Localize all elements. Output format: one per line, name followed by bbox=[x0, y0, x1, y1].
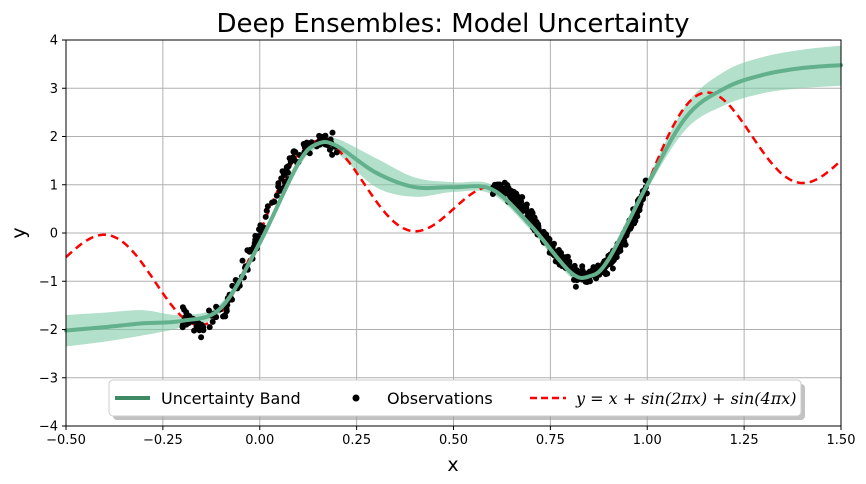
observation-point bbox=[262, 213, 269, 220]
legend-obs-swatch bbox=[352, 394, 360, 402]
y-tick-label: 1 bbox=[50, 178, 58, 193]
y-tick-label: −4 bbox=[39, 420, 58, 435]
y-tick-label: 3 bbox=[50, 82, 58, 97]
x-tick-label: 1.25 bbox=[730, 433, 759, 448]
observation-point bbox=[181, 306, 188, 313]
x-tick-label: 1.50 bbox=[827, 433, 856, 448]
observation-point bbox=[579, 263, 586, 270]
observation-point bbox=[584, 279, 590, 285]
legend-box bbox=[108, 379, 802, 417]
y-tick-label: 0 bbox=[50, 227, 58, 242]
observation-point bbox=[496, 181, 503, 188]
x-tick-label: −0.25 bbox=[143, 433, 183, 448]
observation-point bbox=[522, 205, 529, 212]
observation-point bbox=[610, 257, 617, 264]
observation-point bbox=[615, 248, 622, 255]
observation-point bbox=[206, 324, 213, 331]
observation-point bbox=[273, 192, 280, 199]
observation-point bbox=[198, 334, 205, 341]
legend-obs-label: Observations bbox=[387, 389, 493, 408]
observation-point bbox=[558, 249, 564, 256]
observation-point bbox=[326, 146, 333, 153]
observation-point bbox=[191, 327, 198, 334]
mean-line bbox=[64, 63, 843, 333]
y-tick-label: 2 bbox=[50, 130, 58, 145]
observation-point bbox=[183, 311, 190, 318]
observation-point bbox=[196, 327, 203, 334]
ensemble-mean bbox=[64, 63, 843, 333]
observation-point bbox=[501, 179, 508, 186]
observation-point bbox=[545, 235, 552, 242]
observation-point bbox=[519, 194, 526, 201]
observation-point bbox=[179, 324, 186, 331]
observation-point bbox=[528, 208, 535, 214]
observation-point bbox=[209, 318, 216, 325]
x-tick-label: −0.50 bbox=[46, 433, 86, 448]
x-tick-label: 0.25 bbox=[342, 433, 371, 448]
observation-point bbox=[333, 149, 340, 156]
observation-point bbox=[566, 259, 573, 266]
observation-point bbox=[263, 207, 270, 214]
y-tick-label: −3 bbox=[39, 371, 58, 386]
observation-point bbox=[292, 149, 299, 155]
observation-point bbox=[281, 171, 288, 178]
observation-point bbox=[301, 141, 307, 148]
observation-point bbox=[609, 265, 616, 272]
observation-point bbox=[285, 163, 292, 169]
legend: Uncertainty Band Observations y = x + si… bbox=[108, 379, 805, 420]
observations bbox=[179, 129, 651, 341]
x-tick-label: 0.50 bbox=[439, 433, 468, 448]
observation-point bbox=[572, 283, 579, 290]
observation-point bbox=[206, 307, 212, 314]
observation-point bbox=[271, 198, 278, 205]
observation-point bbox=[578, 268, 585, 275]
observation-point bbox=[277, 185, 284, 192]
y-axis-ticks: −4 −3 −2 −1 0 1 2 3 4 bbox=[39, 34, 66, 435]
legend-func-label: y = x + sin(2πx) + sin(4πx) bbox=[575, 389, 796, 408]
x-axis-label: x bbox=[447, 454, 458, 476]
observation-point bbox=[631, 220, 638, 227]
y-tick-label: −2 bbox=[39, 323, 58, 338]
x-tick-label: 0.75 bbox=[536, 433, 565, 448]
observation-point bbox=[278, 175, 285, 182]
observation-point bbox=[329, 151, 336, 158]
observation-point bbox=[506, 188, 513, 195]
x-tick-label: 1.00 bbox=[633, 433, 662, 448]
observation-point bbox=[329, 129, 336, 136]
y-axis-label: y bbox=[8, 227, 30, 238]
observation-point bbox=[244, 247, 251, 254]
observation-point bbox=[286, 155, 293, 162]
y-tick-label: −1 bbox=[39, 275, 58, 290]
observation-point bbox=[223, 305, 230, 312]
x-axis-ticks: −0.50 −0.25 0.00 0.25 0.50 0.75 1.00 1.25 1.50 bbox=[46, 426, 855, 448]
observation-point bbox=[318, 135, 325, 142]
observation-point bbox=[239, 257, 246, 264]
legend-band-label: Uncertainty Band bbox=[161, 389, 301, 408]
observation-point bbox=[513, 198, 520, 205]
chart-title: Deep Ensembles: Model Uncertainty bbox=[216, 9, 689, 39]
y-tick-label: 4 bbox=[50, 34, 58, 49]
x-tick-label: 0.00 bbox=[245, 433, 274, 448]
observation-point bbox=[531, 220, 538, 227]
